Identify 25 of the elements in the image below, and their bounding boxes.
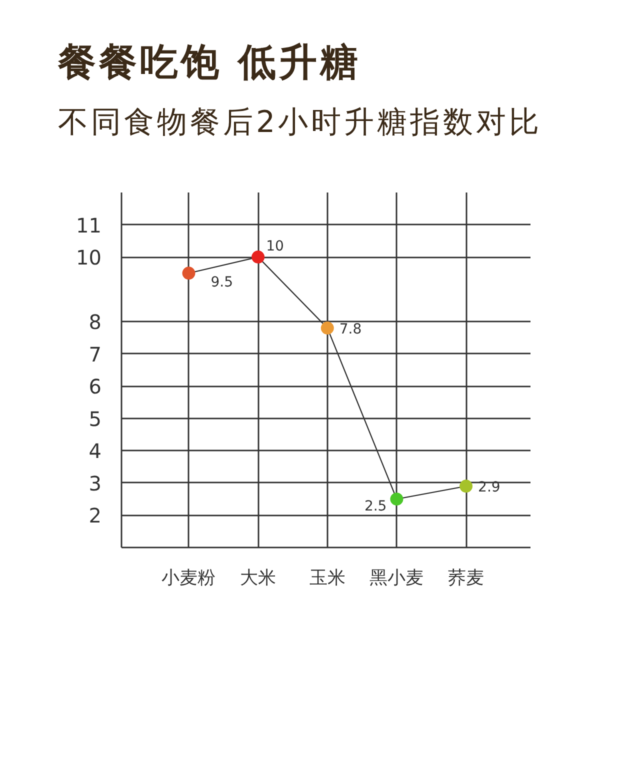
y-tick-label: 11 (76, 214, 102, 238)
point (320, 322, 334, 335)
chart-title: 餐餐吃饱 低升糖 (58, 39, 362, 86)
x-tick-label: 玉米 (309, 568, 346, 589)
y-tick-label: 7 (88, 342, 102, 367)
x-tick-label: 黑小麦 (370, 568, 424, 589)
y-tick-label: 3 (88, 472, 102, 496)
point (182, 266, 196, 280)
point (252, 250, 265, 264)
y-tick-label: 10 (76, 246, 102, 270)
chart-subtitle: 不同食物餐后2小时升糖指数对比 (58, 104, 542, 142)
data-label: 9.5 (210, 274, 234, 291)
y-tick-label: 5 (88, 407, 102, 432)
y-tick-label: 4 (88, 439, 102, 464)
y-tick-label: 6 (88, 374, 102, 399)
point (390, 492, 404, 506)
x-tick-label: 荞麦 (448, 568, 484, 589)
y-tick-label: 2 (88, 504, 102, 528)
data-label: 7.8 (339, 322, 362, 338)
data-label: 10 (266, 238, 284, 255)
data-label: 2.5 (364, 498, 387, 515)
x-tick-label: 大米 (240, 568, 276, 589)
y-tick-label: 8 (88, 310, 102, 334)
point (460, 480, 473, 493)
x-tick-label: 小麦粉 (162, 568, 216, 589)
